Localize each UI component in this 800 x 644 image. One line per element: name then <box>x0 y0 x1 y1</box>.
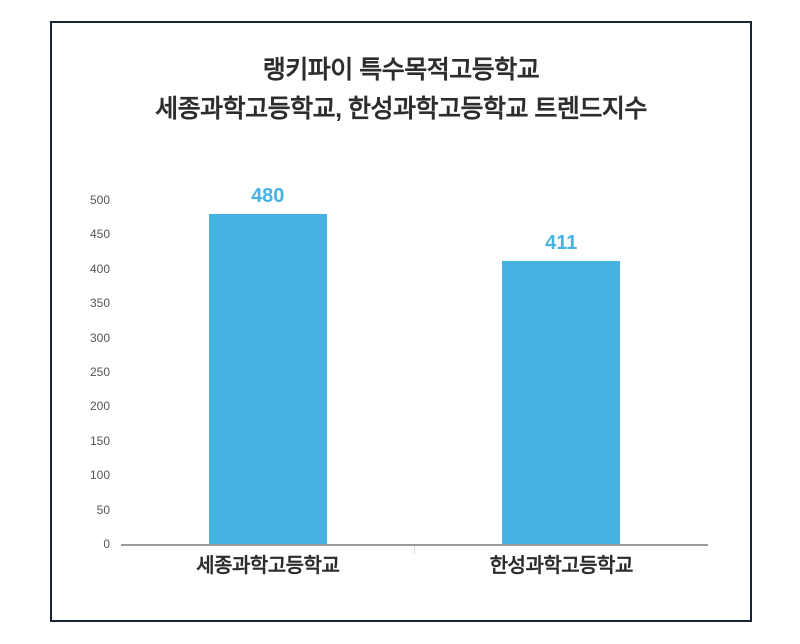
bar <box>208 213 327 544</box>
y-tick-label: 500 <box>89 193 110 207</box>
category-divider-tick <box>414 546 415 554</box>
y-tick-label: 350 <box>89 296 110 311</box>
chart-title: 랭키파이 특수목적고등학교 세종과학고등학교, 한성과학고등학교 트렌드지수 <box>52 51 750 129</box>
y-tick-label: 0 <box>103 537 110 551</box>
chart-title-line-1: 랭키파이 특수목적고등학교 <box>262 56 540 84</box>
y-tick-label: 450 <box>89 227 110 242</box>
y-tick-label: 100 <box>89 468 110 483</box>
y-tick-label: 300 <box>89 330 110 345</box>
plot-area: 480 411 <box>121 185 709 554</box>
x-axis-line <box>121 544 708 546</box>
chart-title-line-2: 세종과학고등학교, 한성과학고등학교 트렌드지수 <box>155 95 647 123</box>
y-tick-label: 250 <box>89 365 110 379</box>
bar <box>502 261 621 544</box>
y-tick-label: 50 <box>96 502 110 517</box>
y-tick-label: 200 <box>89 399 110 414</box>
y-tick-label: 150 <box>89 433 110 448</box>
bar-value-label: 411 <box>545 232 578 255</box>
x-category-label: 한성과학고등학교 <box>489 555 634 577</box>
y-tick-label: 400 <box>89 261 110 276</box>
chart-frame: 랭키파이 특수목적고등학교 세종과학고등학교, 한성과학고등학교 트렌드지수 0… <box>50 21 752 622</box>
bar-value-label: 480 <box>251 184 285 207</box>
bar-slot: 411 <box>415 200 709 544</box>
bar-slot: 480 <box>121 185 415 544</box>
y-axis: 0 50 100 150 200 250 300 350 400 450 500 <box>52 193 110 551</box>
x-category-label: 세종과학고등학교 <box>196 555 340 577</box>
x-axis: 세종과학고등학교 한성과학고등학교 <box>121 553 708 583</box>
